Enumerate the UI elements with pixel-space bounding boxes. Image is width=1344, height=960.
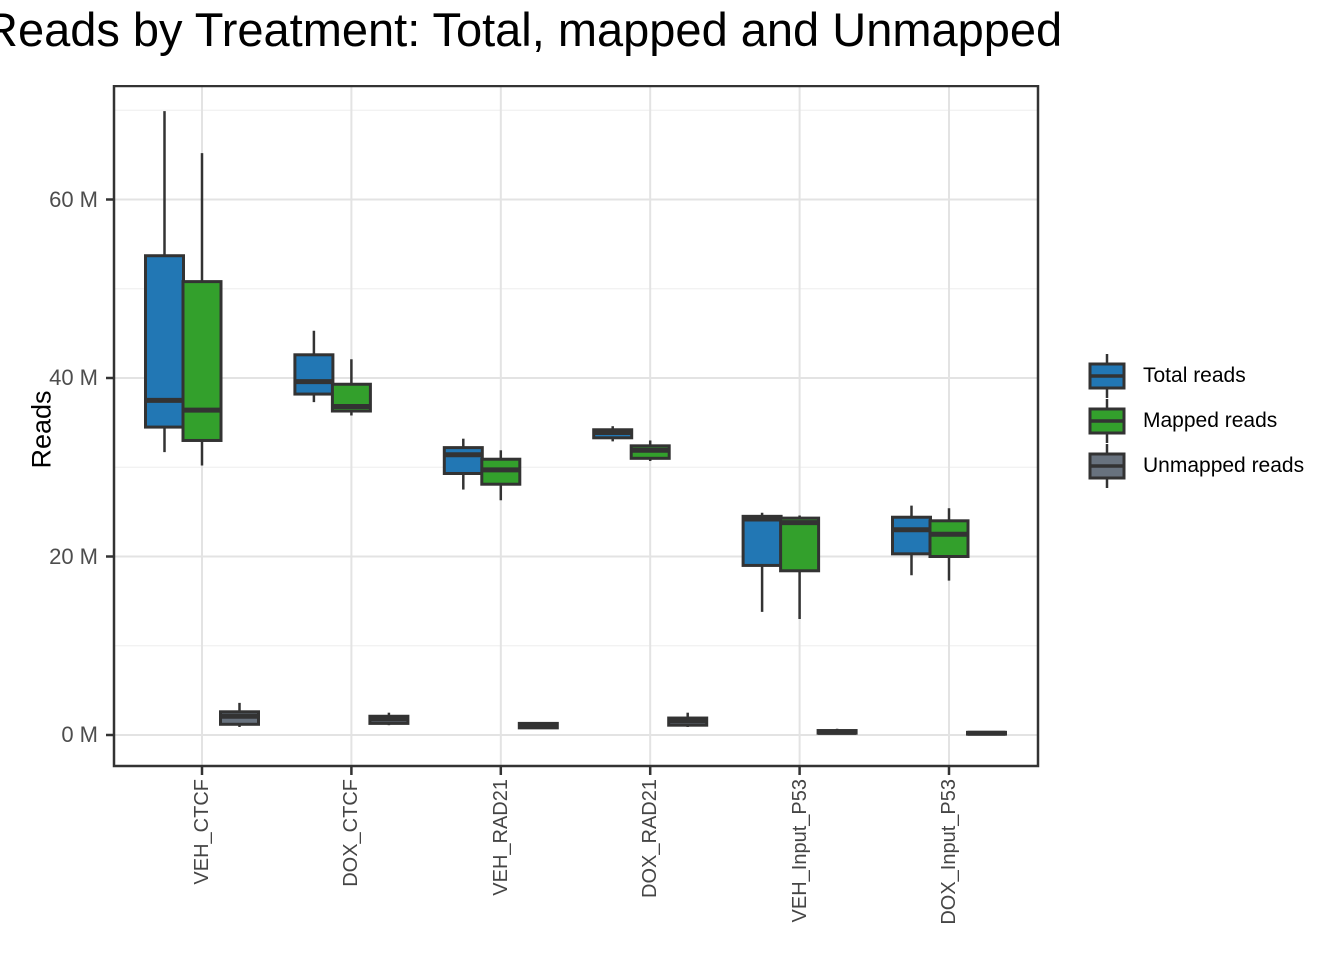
box [779,516,821,573]
plot-panel [106,85,1040,775]
boxplot-unmapped-reads-DOX_Input_P53 [966,730,1007,736]
box [293,353,335,396]
boxplot-total-reads-VEH_RAD21 [442,438,484,490]
boxplot-key-icon [1088,353,1126,398]
boxplot-mapped-reads-VEH_Input_P53 [779,515,821,619]
y-tick-label: 0 M [61,722,98,747]
legend-item-total-reads: Total reads [1087,353,1304,398]
x-tick-label: VEH_Input_P53 [788,779,811,923]
x-tick-label: DOX_RAD21 [639,779,662,898]
boxplot-mapped-reads-DOX_CTCF [330,359,372,416]
boxplot-mapped-reads-VEH_RAD21 [480,450,522,501]
legend-item-mapped-reads: Mapped reads [1087,398,1304,443]
boxplot-unmapped-reads-VEH_CTCF [219,702,260,727]
x-tick-label: DOX_Input_P53 [938,779,960,925]
box [181,280,223,442]
legend: Total reads Mapped reads Unmapped reads [1087,353,1304,488]
legend-item-label: Mapped reads [1143,408,1278,432]
boxplot-total-reads-DOX_CTCF [293,330,335,403]
boxplot-total-reads-DOX_RAD21 [592,426,634,442]
box [891,515,932,556]
x-tick-label: VEH_RAD21 [489,779,512,896]
y-tick-label: 20 M [49,543,98,569]
x-tick-label: DOX_CTCF [340,779,363,887]
boxplot-total-reads-VEH_Input_P53 [741,512,783,612]
box [741,514,783,567]
legend-item-unmapped-reads: Unmapped reads [1087,443,1304,488]
boxplot-key-icon [1088,443,1126,488]
x-tick-label: VEH_CTCF [191,779,213,885]
boxplot-unmapped-reads-VEH_Input_P53 [816,728,858,735]
y-tick-label: 60 M [49,186,98,212]
boxplot-unmapped-reads-DOX_CTCF [368,712,410,726]
boxplot-mapped-reads-DOX_Input_P53 [928,508,970,581]
boxplot-key-icon [1088,398,1126,443]
boxplot-total-reads-VEH_CTCF [144,111,185,453]
legend-item-label: Total reads [1143,363,1246,387]
page-title: Reads by Treatment: Total, mapped and Un… [0,3,1063,56]
y-tick-label: 40 M [49,365,98,390]
legend-item-label: Unmapped reads [1143,453,1305,477]
boxplot-mapped-reads-DOX_RAD21 [629,440,671,462]
box [442,446,484,475]
boxplot-mapped-reads-VEH_CTCF [181,153,223,466]
panel-border [112,85,1040,768]
boxplot-unmapped-reads-VEH_RAD21 [517,721,559,730]
y-axis-title: Reads [26,390,57,469]
box [928,519,970,558]
boxplot-unmapped-reads-DOX_RAD21 [667,712,709,727]
boxplot-total-reads-DOX_Input_P53 [891,505,932,576]
